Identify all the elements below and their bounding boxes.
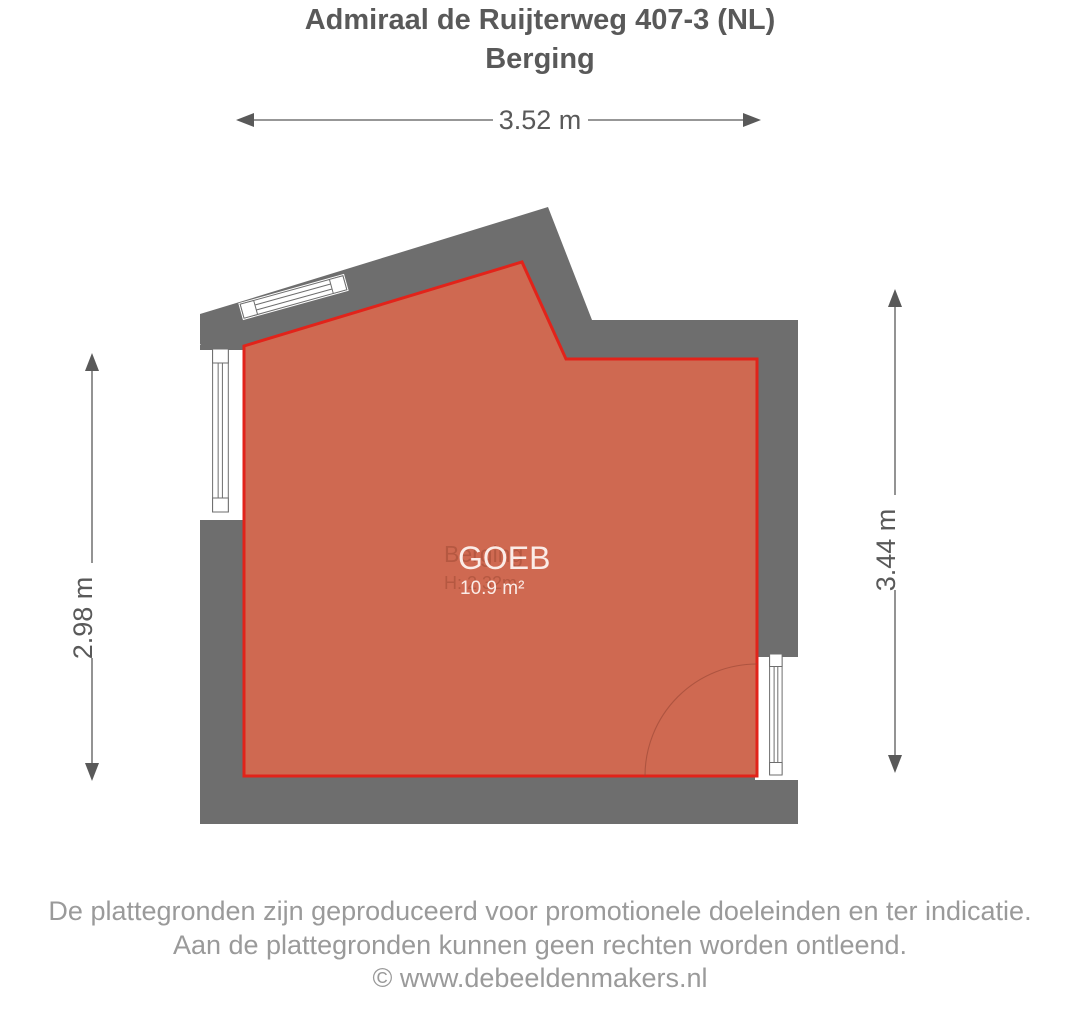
svg-text:GOEB: GOEB — [458, 540, 550, 576]
svg-text:10.9 m²: 10.9 m² — [460, 578, 524, 599]
svg-text:3.44 m: 3.44 m — [871, 509, 901, 592]
svg-text:3.52 m: 3.52 m — [499, 105, 582, 135]
svg-text:2.98 m: 2.98 m — [68, 577, 98, 660]
